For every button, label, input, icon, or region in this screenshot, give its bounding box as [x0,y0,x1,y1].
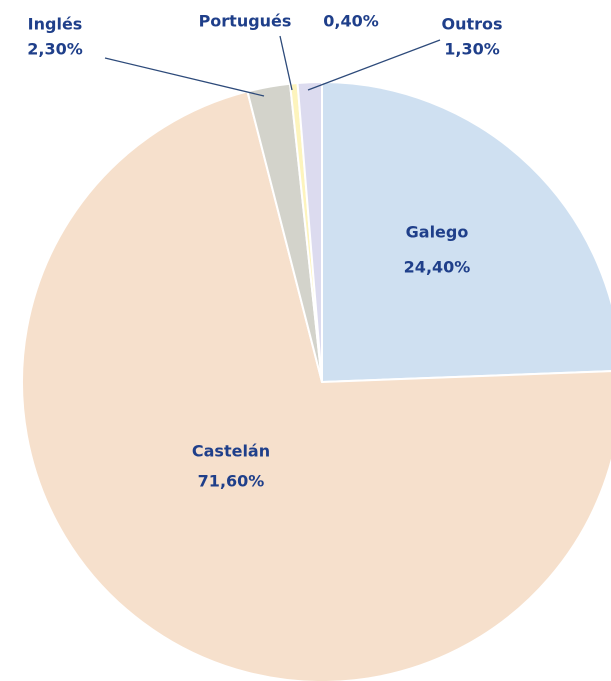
slice-label: Galego [406,223,469,242]
leader-line [279,35,293,91]
pie-slice [296,80,323,383]
slice-label: Portugués [199,12,292,31]
slice-value-label: 1,30% [444,40,500,59]
pie-slice [321,80,611,384]
slice-value-label: 2,30% [27,40,83,59]
slice-label: Castelán [192,442,270,461]
slice-value-label: 71,60% [198,472,265,491]
leader-line [104,57,265,97]
slice-value-label: 24,40% [404,258,471,277]
leader-line [307,39,441,91]
pie-slice [21,90,611,681]
slice-label: Outros [441,15,502,34]
slice-label: Inglés [28,15,83,34]
slice-value-label: 0,40% [323,12,379,31]
